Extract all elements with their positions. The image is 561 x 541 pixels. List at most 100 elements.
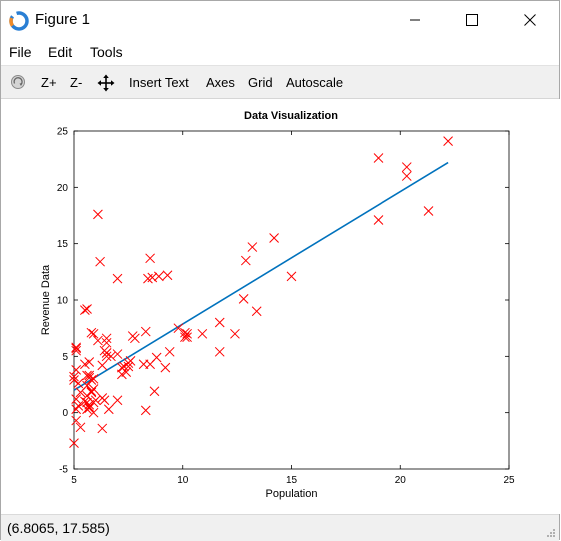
y-tick-label: 10 bbox=[57, 296, 69, 307]
data-point-marker bbox=[82, 304, 92, 314]
scatter-chart[interactable]: Data Visualization 5 10 15 20 25 -5 0 5 10 15 20 25… bbox=[1, 99, 561, 514]
data-point-marker bbox=[182, 332, 192, 343]
data-point-marker bbox=[106, 351, 116, 362]
data-point-marker bbox=[238, 294, 249, 304]
y-tick-label: 20 bbox=[57, 183, 69, 194]
data-point-marker bbox=[112, 395, 123, 406]
menu-file[interactable]: File bbox=[9, 44, 32, 60]
data-point-marker bbox=[173, 323, 184, 334]
data-point-marker bbox=[97, 423, 108, 434]
data-point-marker bbox=[180, 332, 190, 343]
axis-ticks: 5 10 15 20 25 -5 0 5 10 15 20 25 bbox=[57, 127, 515, 487]
resize-grip-icon[interactable] bbox=[546, 528, 556, 538]
data-point-marker bbox=[97, 360, 108, 371]
data-point-marker bbox=[101, 333, 112, 344]
minimize-icon bbox=[410, 19, 420, 21]
data-point-marker bbox=[112, 273, 123, 284]
data-point-marker bbox=[71, 394, 82, 405]
title-bar: Figure 1 bbox=[1, 1, 559, 39]
minimize-button[interactable] bbox=[386, 1, 444, 39]
data-point-marker bbox=[160, 362, 171, 373]
y-tick-label: 15 bbox=[57, 239, 69, 250]
y-tick-label: 0 bbox=[62, 408, 68, 419]
zoom-out-button[interactable]: Z- bbox=[70, 75, 83, 90]
data-point-marker bbox=[73, 378, 84, 389]
data-point-marker bbox=[162, 270, 173, 281]
data-point-marker bbox=[230, 328, 240, 339]
fit-line-segment bbox=[73, 161, 449, 391]
data-point-marker bbox=[80, 396, 90, 407]
toolbar: Z+ Z- Insert Text Axes Grid Autoscale bbox=[1, 65, 559, 99]
data-point-marker bbox=[88, 328, 99, 339]
data-point-marker bbox=[140, 405, 151, 416]
rotate-icon[interactable] bbox=[10, 74, 26, 90]
data-point-marker bbox=[145, 359, 155, 370]
maximize-button[interactable] bbox=[443, 1, 501, 39]
close-button[interactable] bbox=[501, 1, 559, 39]
menu-tools[interactable]: Tools bbox=[90, 44, 123, 60]
plot-canvas[interactable]: Data Visualization 5 10 15 20 25 -5 0 5 10 15 20 25… bbox=[1, 99, 561, 514]
data-point-marker bbox=[101, 337, 112, 348]
data-point-marker bbox=[69, 375, 79, 385]
x-tick-label: 20 bbox=[395, 475, 407, 486]
data-point-marker bbox=[145, 253, 155, 264]
data-point-marker bbox=[86, 387, 97, 398]
data-point-marker bbox=[125, 355, 136, 366]
chart-title: Data Visualization bbox=[244, 110, 338, 122]
data-point-marker bbox=[86, 327, 97, 338]
data-point-marker bbox=[247, 242, 258, 252]
data-point-marker bbox=[116, 369, 127, 380]
autoscale-button[interactable]: Autoscale bbox=[286, 75, 344, 90]
cursor-coordinates: (6.8065, 17.585) bbox=[7, 520, 110, 536]
data-point-marker bbox=[71, 342, 82, 353]
status-bar: (6.8065, 17.585) bbox=[1, 514, 559, 541]
data-point-marker bbox=[103, 404, 114, 415]
y-tick-label: 5 bbox=[62, 352, 68, 363]
data-point-marker bbox=[73, 401, 84, 411]
data-point-marker bbox=[69, 438, 79, 448]
close-icon bbox=[524, 14, 536, 26]
data-point-marker bbox=[75, 422, 86, 433]
data-point-marker bbox=[93, 335, 103, 346]
data-points bbox=[69, 136, 453, 448]
data-point-marker bbox=[373, 153, 384, 163]
data-point-marker bbox=[401, 171, 412, 181]
insert-text-button[interactable]: Insert Text bbox=[129, 75, 189, 90]
octave-app-icon bbox=[9, 11, 29, 31]
data-point-marker bbox=[112, 349, 123, 359]
data-point-marker bbox=[116, 362, 127, 373]
data-point-marker bbox=[130, 333, 140, 344]
data-point-marker bbox=[93, 209, 103, 220]
zoom-in-button[interactable]: Z+ bbox=[41, 75, 57, 90]
data-point-marker bbox=[71, 415, 82, 426]
data-point-marker bbox=[71, 364, 82, 375]
data-point-marker bbox=[88, 374, 99, 384]
data-point-marker bbox=[251, 306, 262, 317]
axes-button[interactable]: Axes bbox=[206, 75, 235, 90]
maximize-icon bbox=[466, 14, 478, 26]
x-tick-label: 5 bbox=[71, 475, 77, 486]
data-point-marker bbox=[84, 357, 95, 367]
y-tick-label: -5 bbox=[59, 465, 68, 476]
data-point-marker bbox=[149, 386, 160, 397]
data-point-marker bbox=[71, 404, 82, 415]
x-tick-label: 10 bbox=[177, 475, 189, 486]
data-point-marker bbox=[86, 375, 97, 385]
grid-button[interactable]: Grid bbox=[248, 75, 273, 90]
menu-edit[interactable]: Edit bbox=[48, 44, 73, 60]
data-point-marker bbox=[69, 371, 79, 382]
data-point-marker bbox=[84, 402, 95, 412]
data-point-marker bbox=[214, 346, 225, 357]
data-point-marker bbox=[80, 305, 90, 315]
data-point-marker bbox=[71, 345, 82, 356]
data-point-marker bbox=[240, 255, 251, 266]
pan-icon[interactable] bbox=[97, 74, 115, 92]
data-point-marker bbox=[84, 403, 95, 414]
data-point-marker bbox=[214, 317, 225, 328]
regression-line bbox=[73, 161, 449, 391]
data-point-marker bbox=[95, 256, 105, 267]
y-tick-label: 25 bbox=[57, 127, 69, 138]
data-point-marker bbox=[101, 348, 112, 358]
data-point-marker bbox=[99, 395, 110, 406]
data-point-marker bbox=[101, 351, 112, 362]
